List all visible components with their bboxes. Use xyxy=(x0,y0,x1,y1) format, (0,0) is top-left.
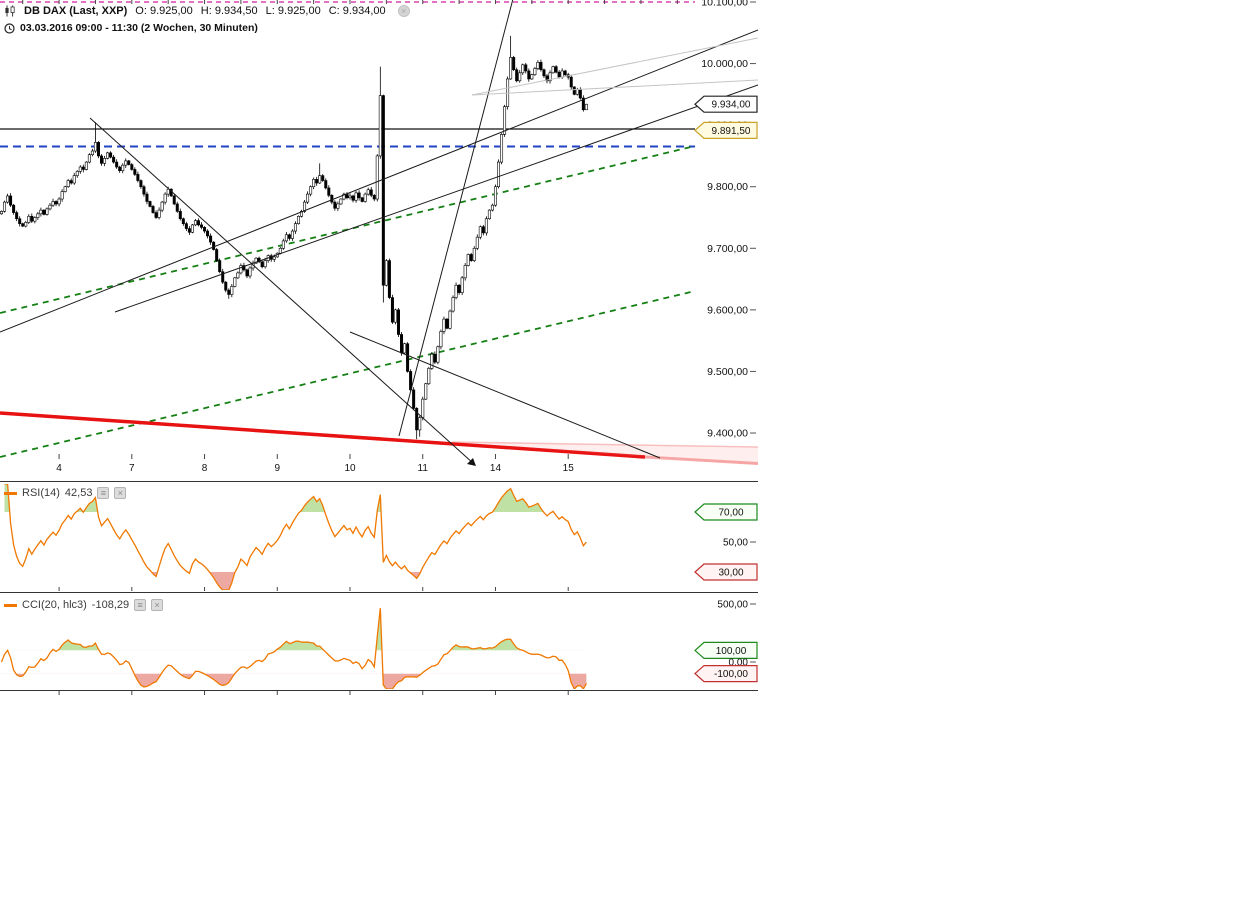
cci-value: -108,29 xyxy=(91,599,130,611)
ohlc-open: O: 9.925,00 xyxy=(135,5,193,17)
axis-badge-value: 9.934,00 xyxy=(712,100,751,111)
cci-oversold-fill xyxy=(1,673,587,689)
cci-line-swatch xyxy=(4,603,17,607)
x-axis-day-label: 10 xyxy=(344,463,356,474)
rsi-value: 42,53 xyxy=(64,487,93,499)
rsi-overbought-fill xyxy=(4,484,587,512)
price-axis-label: 9.400,00 xyxy=(707,428,748,440)
instrument-title: DB DAX (Last, XXP) xyxy=(24,5,128,17)
candlesticks[interactable] xyxy=(0,35,588,440)
axis-badge-value: 9.891,50 xyxy=(712,126,751,137)
price-axis-label: 9.700,00 xyxy=(707,243,748,255)
axis-badge xyxy=(694,641,758,659)
ascending-trendline-1 xyxy=(0,29,758,333)
trendline-arrowhead xyxy=(467,458,476,466)
steep-ascending-trendline xyxy=(398,0,514,437)
x-axis-day-label: 8 xyxy=(202,463,208,474)
axis-badge xyxy=(694,121,758,139)
pink-fan-upper-line xyxy=(451,441,758,448)
cci-settings-button[interactable]: ≡ xyxy=(134,599,147,611)
timeframe-header: 03.03.2016 09:00 - 11:30 (2 Wochen, 30 M… xyxy=(4,22,258,34)
price-axis-label: 9.800,00 xyxy=(707,181,748,193)
cci-name: CCI(20, hlc3) xyxy=(22,599,87,611)
axis-badge-value: 70,00 xyxy=(718,508,743,519)
timeframe-label: 03.03.2016 09:00 - 11:30 (2 Wochen, 30 M… xyxy=(20,22,258,34)
clock-icon xyxy=(4,22,15,34)
rsi-oversold-fill xyxy=(4,572,587,590)
instrument-header: DB DAX (Last, XXP) O: 9.925,00 H: 9.934,… xyxy=(4,5,410,17)
ascending-trendline-2 xyxy=(114,84,758,313)
ohlc-low: L: 9.925,00 xyxy=(265,5,321,17)
x-axis-day-label: 7 xyxy=(129,463,135,474)
axis-badge-value: 30,00 xyxy=(718,568,743,579)
axis-badge xyxy=(694,563,758,581)
grey-fan-line-2 xyxy=(471,79,758,96)
chart-close-button[interactable]: × xyxy=(397,5,410,17)
axis-badge-value: -100,00 xyxy=(714,669,748,680)
cci-indicator-line xyxy=(0,608,587,689)
rsi-legend: RSI(14) 42,53 ≡ × xyxy=(4,487,127,499)
price-axis-label: 9.600,00 xyxy=(707,304,748,316)
x-axis-day-label: 11 xyxy=(418,463,429,474)
price-axis-label: 9.500,00 xyxy=(707,366,748,378)
cci-level-label: 500,00 xyxy=(717,600,748,611)
rsi-name: RSI(14) xyxy=(22,487,60,499)
red-trend-extension xyxy=(644,455,758,465)
price-axis-label: 10.100,00 xyxy=(701,0,748,9)
rsi-close-button[interactable]: × xyxy=(114,487,127,499)
ohlc-high: H: 9.934,50 xyxy=(200,5,258,17)
descending-trendline-2 xyxy=(349,331,661,459)
red-trend-line xyxy=(0,411,646,459)
x-axis-day-label: 14 xyxy=(490,463,502,474)
chart-canvas[interactable]: 47891011141510.100,0010.000,009.900,009.… xyxy=(0,0,758,700)
axis-badge xyxy=(694,503,758,521)
price-axis-label: 10.000,00 xyxy=(701,58,748,70)
rsi-settings-button[interactable]: ≡ xyxy=(97,487,110,499)
x-axis-day-label: 15 xyxy=(563,463,575,474)
cci-overbought-fill xyxy=(1,608,587,651)
green-dashed-trend-lower xyxy=(0,290,696,458)
rsi-indicator-line xyxy=(4,484,587,590)
rsi-line-swatch xyxy=(4,491,17,495)
axis-badge xyxy=(694,665,758,683)
rsi-level-label: 50,00 xyxy=(723,538,748,549)
ohlc-close: C: 9.934,00 xyxy=(328,5,386,17)
x-axis-day-label: 9 xyxy=(274,463,280,474)
x-axis-day-label: 4 xyxy=(56,463,62,474)
grey-fan-line-1 xyxy=(471,37,758,96)
cci-legend: CCI(20, hlc3) -108,29 ≡ × xyxy=(4,599,164,611)
descending-trendline-1 xyxy=(89,117,475,465)
cci-close-button[interactable]: × xyxy=(151,599,164,611)
cci-level-label: 0,00 xyxy=(729,658,749,669)
axis-badge-value: 100,00 xyxy=(716,646,747,657)
axis-badge xyxy=(694,95,758,113)
pink-projection-fan xyxy=(452,442,758,465)
candlestick-chart-icon xyxy=(4,5,16,17)
